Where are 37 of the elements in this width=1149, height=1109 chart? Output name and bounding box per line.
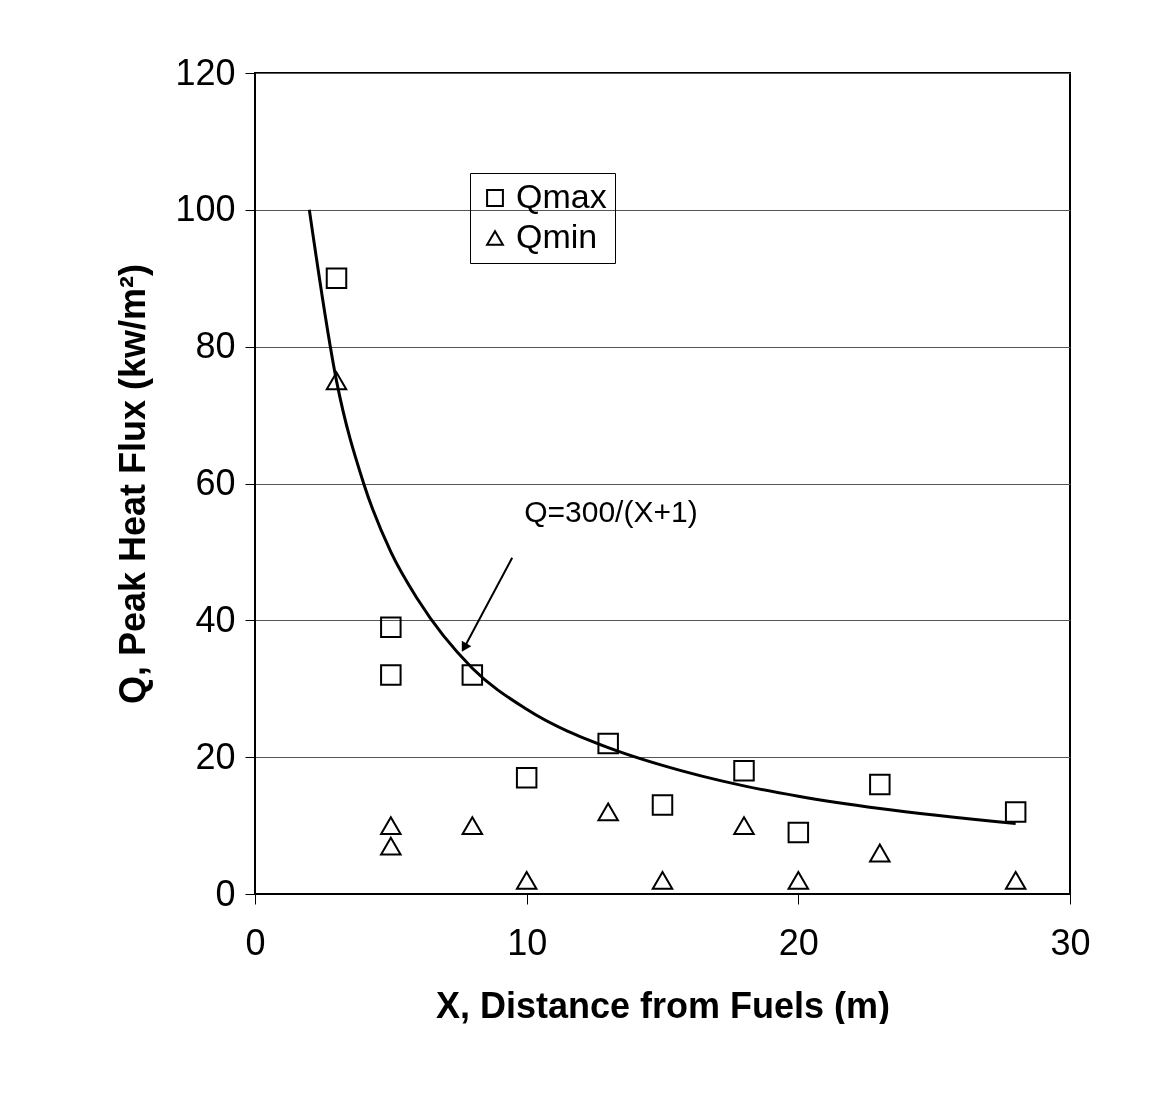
point [733,760,755,782]
point [1004,870,1027,890]
point [380,616,402,638]
point [325,267,348,289]
point [787,821,810,844]
y-axis-title: Q, Peak Heat Flux (kw/m²) [112,263,154,705]
point [733,816,755,836]
point [1004,801,1027,823]
y-tick-label: 40 [195,598,236,640]
x-tick-label: 30 [1050,921,1091,963]
point [380,836,402,856]
annotation: Q=300/(X+1) [524,494,698,528]
x-tick-label: 10 [507,921,548,963]
y-tick-label: 60 [195,462,236,503]
point [515,870,538,890]
point [461,816,484,836]
legend-label: Qmin [516,217,598,255]
point [651,870,674,890]
x-tick-label: 20 [778,921,819,963]
point [869,843,891,863]
y-tick-label: 80 [195,325,236,367]
point [515,766,538,789]
point [597,732,619,755]
point [651,794,674,816]
y-tick-label: 20 [195,735,236,777]
point [869,773,891,796]
point [787,870,810,890]
point [380,664,402,686]
point [597,802,619,822]
y-tick-label: 120 [175,51,236,93]
x-tick-label: 0 [245,921,266,963]
y-tick-label: 0 [215,872,236,914]
y-tick-label: 100 [175,188,236,230]
point [380,816,402,836]
point [325,371,348,391]
legend-label: Qmax [516,177,607,215]
point [461,664,484,686]
